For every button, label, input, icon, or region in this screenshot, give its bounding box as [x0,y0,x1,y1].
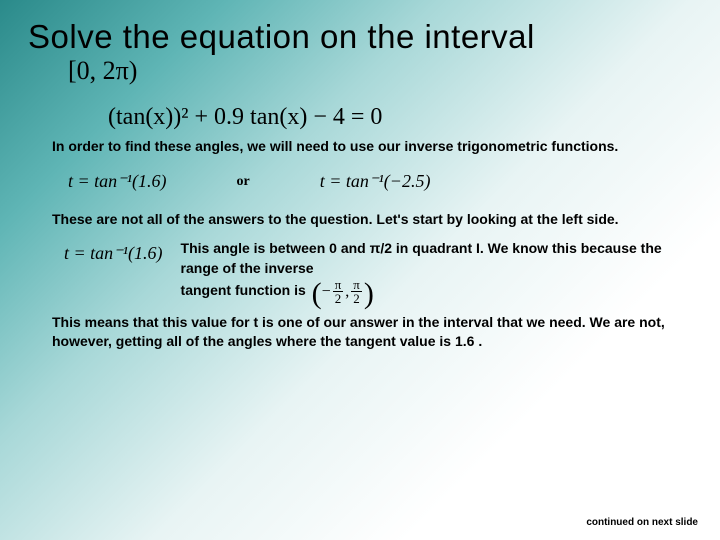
range-expression: ( − π 2 , π 2 ) [312,278,374,305]
footer-note: continued on next slide [586,517,698,528]
row3-text: This angle is between 0 and π/2 in quadr… [181,239,672,305]
slide-container: Solve the equation on the interval [0, 2… [0,0,720,540]
paren-close: ) [364,282,374,306]
main-equation-row: (tan(x))² + 0.9 tan(x) − 4 = 0 [108,104,692,131]
row3-equation: t = tan⁻¹(1.6) [64,239,163,264]
paren-open: ( [312,282,322,306]
range-comma: , [345,281,349,303]
row3-text-line2: tangent function is [181,282,306,298]
main-equation: (tan(x))² + 0.9 tan(x) − 4 = 0 [108,104,382,130]
frac2-num: π [351,278,362,292]
paragraph-2: These are not all of the answers to the … [52,210,662,229]
interval-math: [0, 2π) [68,56,137,85]
frac1-num: π [333,278,344,292]
row3-text-line1: This angle is between 0 and π/2 in quadr… [181,240,662,276]
equation-left: t = tan⁻¹(1.6) [68,171,167,192]
row-3: t = tan⁻¹(1.6) This angle is between 0 a… [64,239,672,305]
fraction-neg-pi-2: π 2 [333,278,344,305]
or-label: or [237,174,250,190]
frac2-den: 2 [351,292,362,305]
paragraph-4: This means that this value for t is one … [52,313,672,351]
slide-title: Solve the equation on the interval [28,18,692,56]
equation-right: t = tan⁻¹(−2.5) [320,171,431,192]
paragraph-1: In order to find these angles, we will n… [52,137,672,155]
frac1-den: 2 [333,292,344,305]
two-equations-row: t = tan⁻¹(1.6) or t = tan⁻¹(−2.5) [68,171,692,192]
minus-sign: − [322,281,331,303]
fraction-pi-2: π 2 [351,278,362,305]
interval-row: [0, 2π) [68,56,692,86]
